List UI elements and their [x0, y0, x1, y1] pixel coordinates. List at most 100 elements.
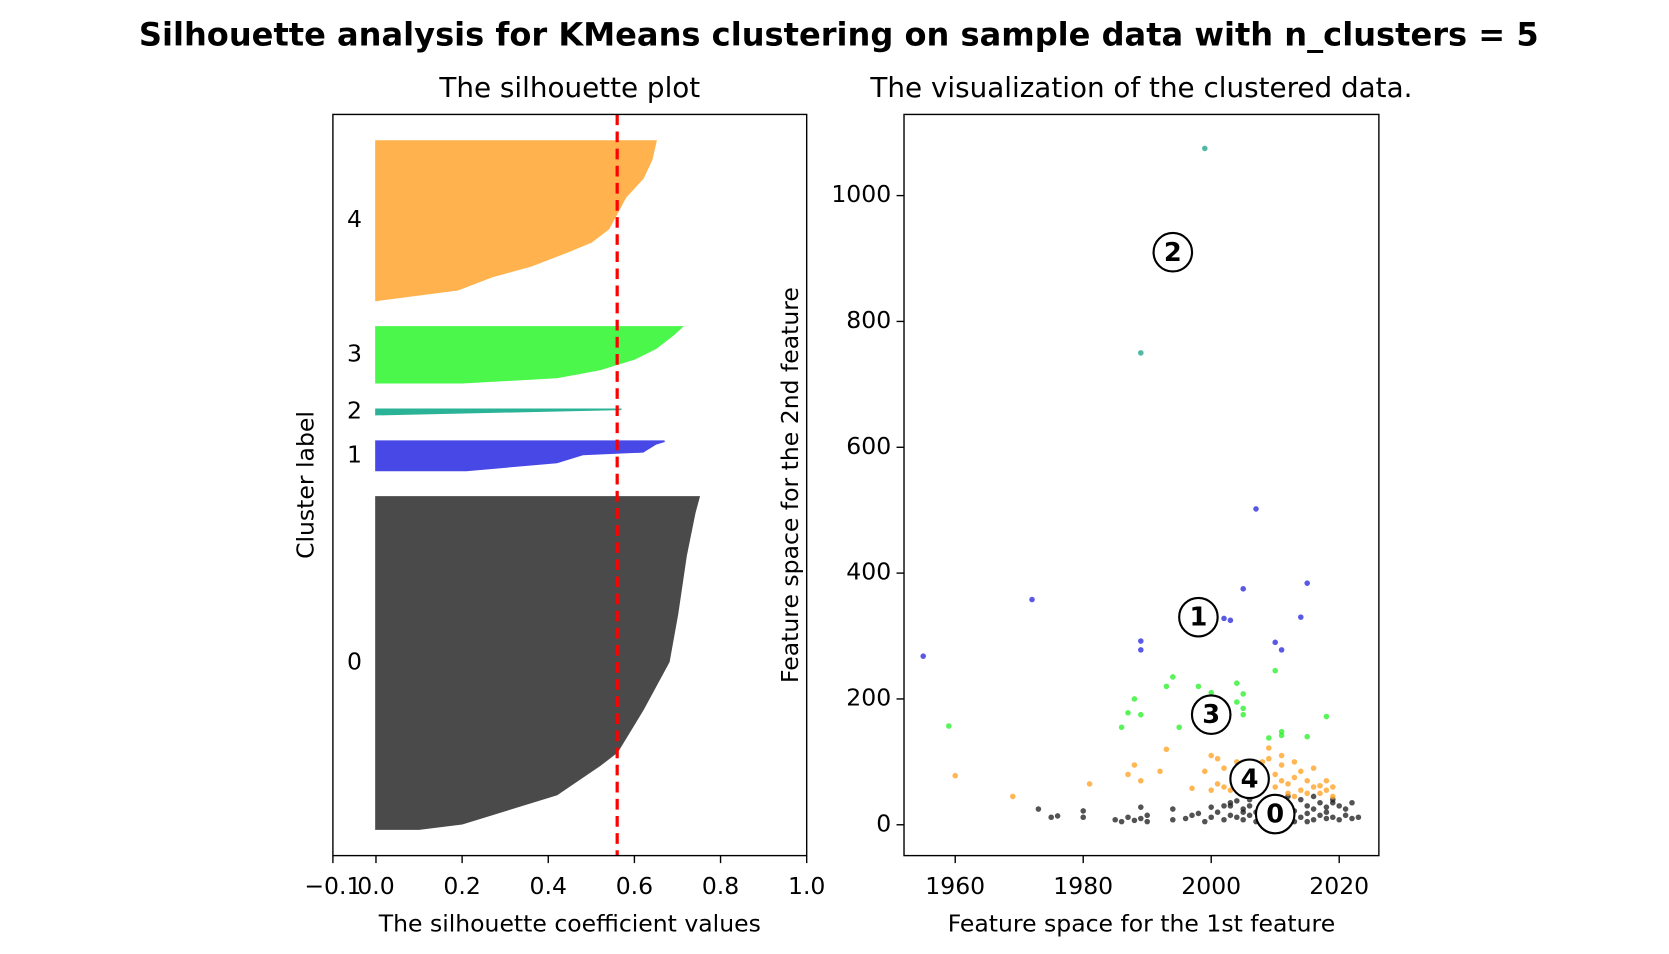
point	[1266, 735, 1272, 741]
point	[1240, 705, 1246, 712]
point	[1131, 696, 1138, 702]
point	[1310, 784, 1317, 790]
point	[1272, 667, 1278, 674]
point	[1304, 810, 1310, 817]
point	[1272, 639, 1278, 646]
point	[1125, 814, 1131, 821]
point	[1240, 691, 1246, 697]
point	[1272, 784, 1278, 790]
point	[1189, 785, 1195, 792]
point	[1118, 724, 1125, 731]
point	[1144, 818, 1150, 825]
point	[1227, 787, 1234, 793]
point	[1189, 812, 1195, 819]
point	[1317, 782, 1323, 789]
silhouette-area	[375, 140, 657, 302]
point	[1310, 793, 1317, 800]
point	[1342, 812, 1349, 819]
point	[1029, 596, 1035, 603]
point	[1125, 771, 1131, 778]
silhouette-area	[375, 440, 665, 472]
x-tick-label: 0.6	[616, 872, 653, 900]
point	[1291, 759, 1298, 765]
point	[1202, 818, 1208, 825]
point	[1317, 812, 1323, 819]
x-tick-label: 2000	[1181, 872, 1241, 900]
point	[1310, 765, 1317, 771]
cluster-center	[1254, 793, 1296, 835]
point	[1163, 683, 1170, 690]
axes-frame	[903, 113, 1380, 857]
point	[1138, 638, 1144, 644]
point	[1323, 809, 1330, 815]
point	[952, 772, 958, 779]
cluster-label: 2	[347, 396, 362, 424]
x-tick-label: 0.8	[702, 872, 739, 900]
point	[1054, 813, 1061, 819]
point	[1310, 816, 1317, 823]
point	[1010, 793, 1016, 800]
axes-title: The visualization of the clustered data.	[869, 71, 1412, 104]
point	[1278, 647, 1285, 653]
x-tick-label: 0.2	[443, 872, 480, 900]
point	[1278, 762, 1285, 768]
point	[1317, 799, 1323, 806]
point	[920, 653, 926, 659]
cluster-center	[1152, 231, 1194, 273]
point	[1336, 803, 1342, 809]
point	[1240, 711, 1246, 718]
point	[1131, 817, 1138, 824]
point	[1234, 699, 1240, 705]
cluster-label: 0	[347, 648, 362, 676]
point	[1202, 145, 1208, 152]
point	[1278, 732, 1285, 739]
point	[1304, 777, 1310, 784]
point	[1138, 815, 1144, 822]
point	[1330, 793, 1336, 800]
point	[1138, 777, 1144, 784]
point	[1182, 815, 1189, 822]
point	[1291, 774, 1298, 781]
y-tick-label: 200	[846, 683, 891, 711]
point	[1246, 812, 1253, 819]
point	[1202, 768, 1208, 775]
point	[1214, 781, 1221, 787]
point	[1227, 617, 1234, 624]
point	[1310, 806, 1317, 812]
point	[1157, 768, 1163, 775]
point	[1221, 765, 1227, 771]
point	[1278, 777, 1285, 784]
x-axis-label: Feature space for the 1st feature	[948, 910, 1335, 938]
x-tick-label: 2020	[1309, 872, 1369, 900]
point	[1214, 809, 1221, 815]
point	[1323, 713, 1330, 720]
point	[1170, 806, 1176, 812]
point	[1349, 815, 1355, 822]
point	[1125, 710, 1131, 716]
point	[1138, 804, 1144, 810]
point	[1240, 809, 1246, 815]
point	[1304, 733, 1310, 740]
figure-title: Silhouette analysis for KMeans clusterin…	[139, 15, 1539, 53]
point	[1240, 816, 1246, 823]
point	[1227, 803, 1234, 809]
point	[1298, 787, 1304, 793]
center-label: 0	[1266, 800, 1284, 830]
point	[1234, 814, 1240, 821]
y-tick-label: 400	[846, 558, 891, 586]
axes-title: The silhouette plot	[438, 71, 700, 104]
cluster-center	[1190, 694, 1232, 735]
point	[1214, 755, 1221, 762]
point	[1112, 816, 1118, 823]
point	[1138, 350, 1144, 356]
point	[1138, 711, 1144, 718]
center-label: 4	[1241, 764, 1259, 794]
silhouette-area	[375, 408, 622, 416]
point	[1227, 812, 1234, 819]
y-axis-label: Feature space for the 2nd feature	[776, 287, 804, 683]
point	[1330, 814, 1336, 821]
point	[1221, 816, 1227, 823]
point	[1086, 781, 1093, 787]
point	[1304, 803, 1310, 809]
y-axis-label: Cluster label	[292, 411, 320, 559]
